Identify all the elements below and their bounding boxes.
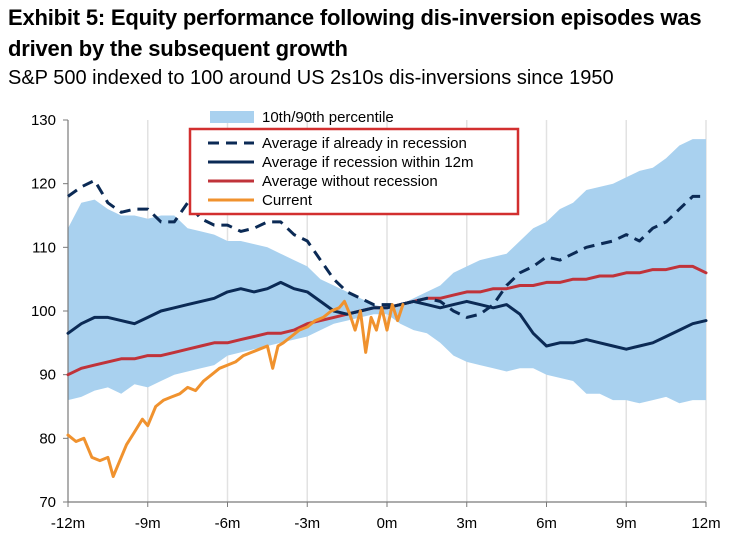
- series-line-current: [66, 299, 405, 478]
- legend-swatch-band: [210, 111, 254, 123]
- series-layer: [66, 179, 708, 478]
- y-tick-label: 90: [39, 367, 56, 384]
- x-tick-label: 9m: [616, 515, 637, 532]
- series-line-average-if-already-in-recession: [67, 179, 706, 319]
- x-tick-label: -3m: [294, 515, 320, 532]
- x-tick-label: 12m: [691, 515, 720, 532]
- legend: 10th/90th percentile Average if already i…: [188, 109, 520, 216]
- y-tick-label: 130: [31, 112, 56, 129]
- legend-label: Current: [262, 192, 313, 209]
- x-tick-label: 6m: [536, 515, 557, 532]
- y-tick-label: 120: [31, 176, 56, 193]
- x-tick-label: -9m: [135, 515, 161, 532]
- y-tick-label: 80: [39, 430, 56, 447]
- x-tick-label: -12m: [51, 515, 85, 532]
- x-tick-label: -6m: [215, 515, 241, 532]
- x-tick-label: 3m: [456, 515, 477, 532]
- series-line-average-if-recession-within-12m: [66, 280, 708, 351]
- percentile-band: [68, 139, 706, 404]
- y-tick-label: 70: [39, 494, 56, 511]
- legend-label: Average without recession: [262, 173, 438, 190]
- legend-label: Average if recession within 12m: [262, 154, 474, 171]
- x-tick-label: 0m: [377, 515, 398, 532]
- y-tick-label: 110: [32, 239, 56, 256]
- legend-label: Average if already in recession: [262, 135, 467, 152]
- chart-subtitle: S&P 500 indexed to 100 around US 2s10s d…: [8, 67, 614, 89]
- axis-layer: -12m -9m -6m -3m 0m 3m 6m 9m 12m 130 120 110 100 90 80…: [31, 112, 721, 532]
- chart-title: Exhibit 5: Equity performance following …: [8, 5, 702, 61]
- band-layer: [68, 139, 706, 404]
- legend-label: 10th/90th percentile: [262, 109, 394, 126]
- y-tick-label: 100: [31, 303, 56, 320]
